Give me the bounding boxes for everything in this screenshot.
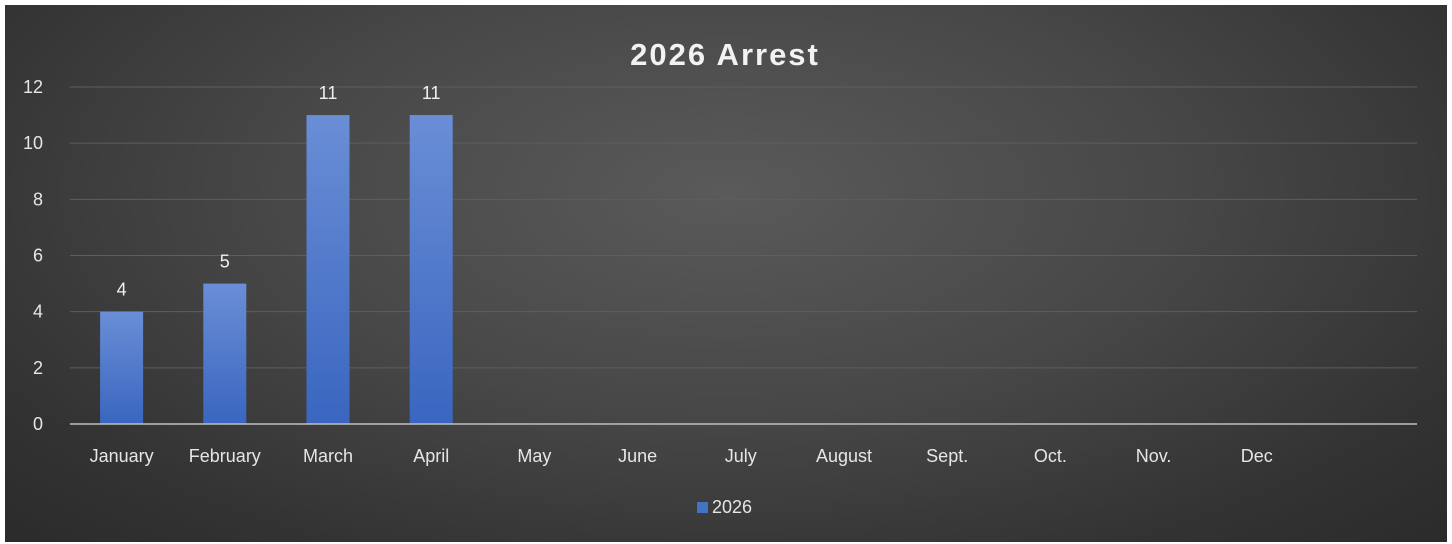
bar-january [100, 311, 144, 424]
chart-title: 2026 Arrest [630, 37, 820, 72]
chart-area: 2026 Arrest 0 2 4 6 8 10 12 4 5 11 11 January Febr… [5, 5, 1447, 542]
y-tick-label: 10 [23, 133, 43, 153]
legend-swatch [697, 502, 708, 513]
x-tick-label: April [413, 446, 449, 466]
y-tick-label: 6 [33, 246, 43, 266]
gridlines [70, 86, 1417, 369]
legend-label-2026: 2026 [712, 497, 752, 517]
y-axis-tick-labels: 0 2 4 6 8 10 12 [23, 77, 43, 434]
bar-chart: 2026 Arrest 0 2 4 6 8 10 12 4 5 11 11 January Febr… [23, 37, 1417, 517]
bars [100, 115, 453, 424]
data-label: 4 [117, 280, 127, 300]
y-tick-label: 0 [33, 414, 43, 434]
x-tick-label: January [90, 446, 154, 466]
x-tick-label: May [517, 446, 551, 466]
x-axis-tick-labels: January February March April May June July Augu… [90, 446, 1273, 466]
y-tick-label: 4 [33, 302, 43, 322]
x-tick-label: Sept. [926, 446, 968, 466]
x-tick-label: February [189, 446, 261, 466]
data-label: 5 [220, 252, 230, 272]
x-tick-label: March [303, 446, 353, 466]
y-tick-label: 8 [33, 189, 43, 209]
data-label: 11 [319, 83, 338, 103]
x-tick-label: August [816, 446, 872, 466]
bar-march [306, 115, 350, 424]
x-tick-label: Nov. [1136, 446, 1172, 466]
x-tick-label: June [618, 446, 657, 466]
x-tick-label: July [725, 446, 757, 466]
y-tick-label: 2 [33, 358, 43, 378]
y-tick-label: 12 [23, 77, 43, 97]
x-tick-label: Dec [1241, 446, 1273, 466]
x-tick-label: Oct. [1034, 446, 1067, 466]
bar-april [409, 115, 453, 424]
data-labels: 4 5 11 11 [117, 83, 441, 300]
data-label: 11 [422, 83, 441, 103]
bar-february [203, 283, 247, 424]
legend: 2026 [697, 497, 752, 517]
